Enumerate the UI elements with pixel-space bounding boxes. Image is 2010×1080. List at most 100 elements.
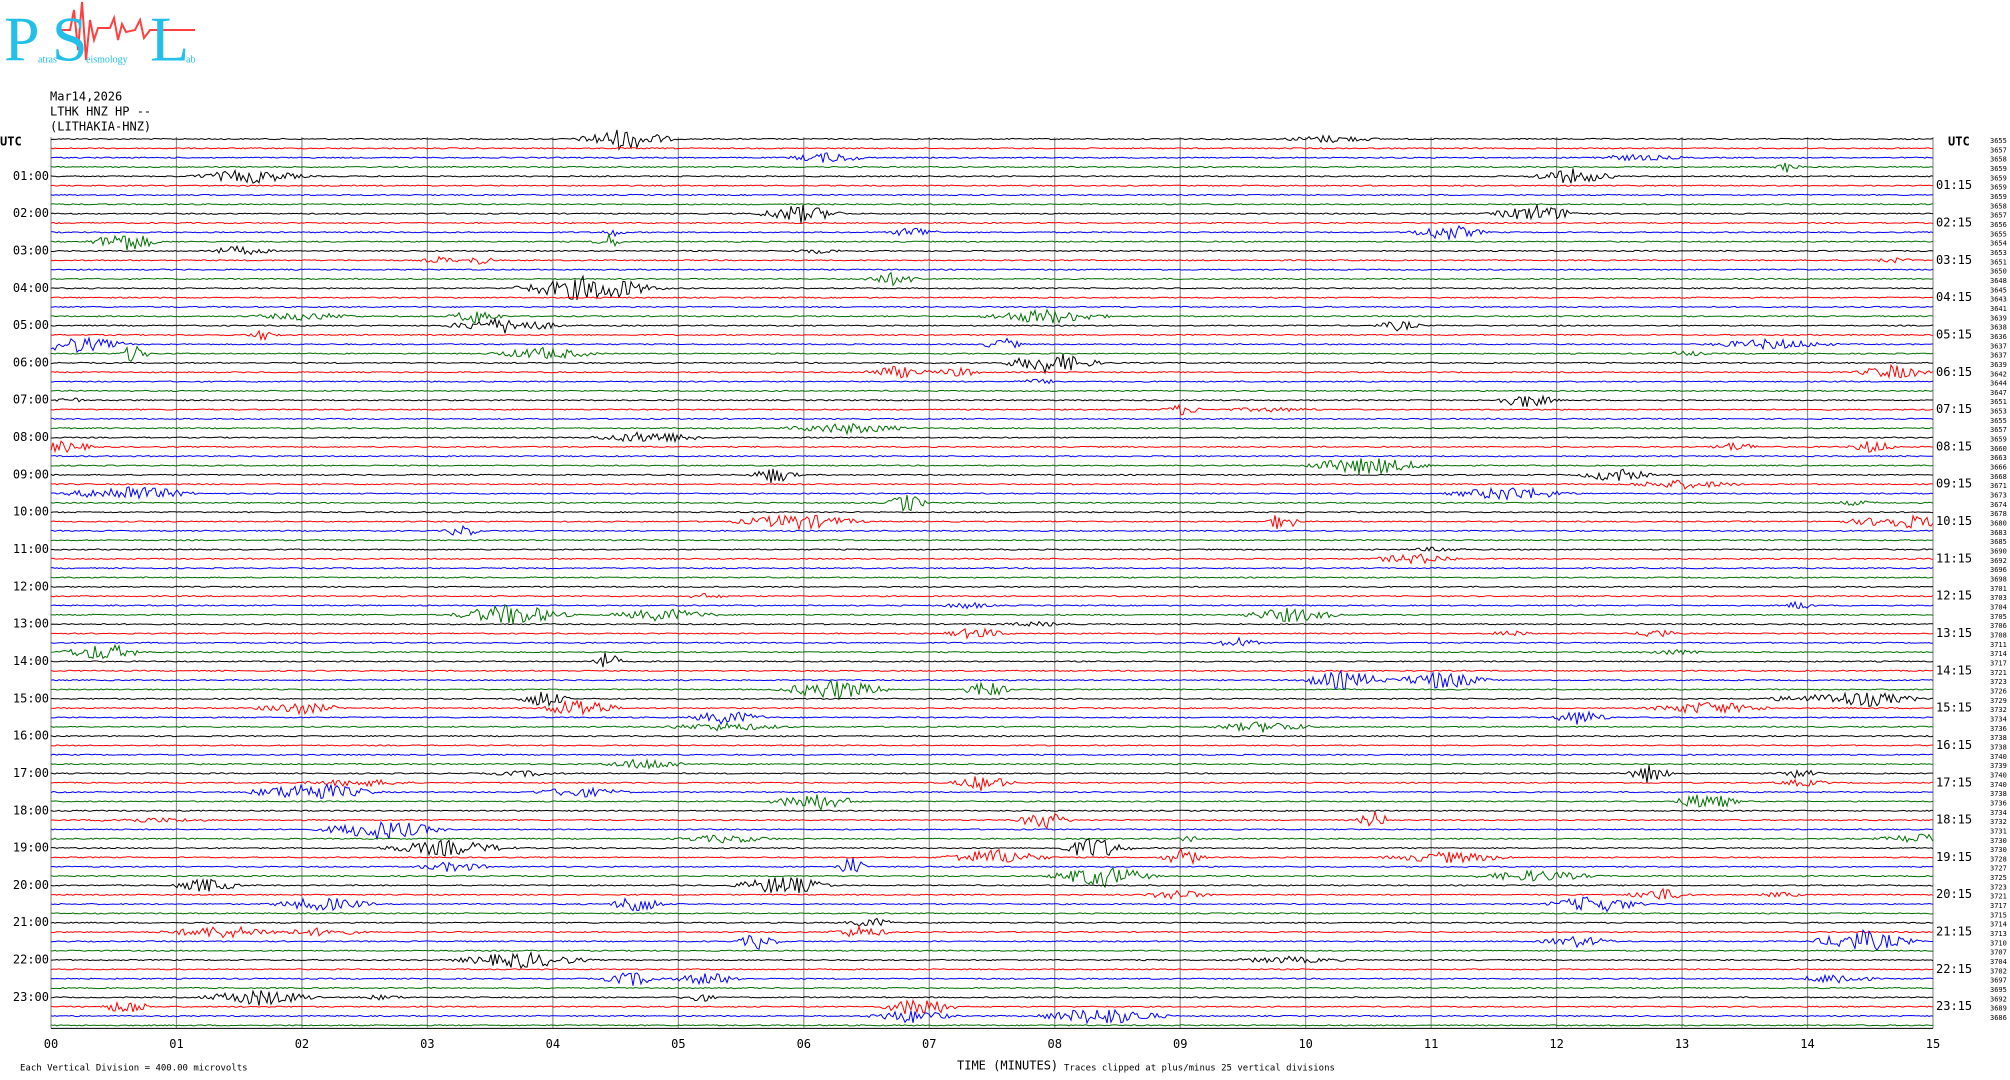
left-time-label: 20:00: [13, 878, 49, 892]
row-value: 3738: [1990, 743, 2007, 751]
trace: [51, 245, 1934, 256]
right-time-label: 15:15: [1936, 701, 1972, 715]
row-value: 3702: [1990, 967, 2007, 975]
row-value: 3714: [1990, 650, 2007, 658]
trace: [50, 394, 1933, 407]
row-value: 3643: [1990, 296, 2007, 304]
row-value: 3689: [1990, 1005, 2007, 1013]
trace: [50, 378, 1934, 385]
trace: [50, 776, 1934, 791]
row-value: 3642: [1990, 370, 2007, 378]
row-value: 3692: [1990, 995, 2007, 1003]
x-tick-label: 07: [922, 1037, 936, 1051]
trace: [50, 553, 1934, 565]
x-tick-label: 09: [1173, 1037, 1187, 1051]
trace: [50, 753, 1934, 756]
row-value: 3708: [1990, 631, 2007, 639]
x-tick-label: 11: [1424, 1037, 1438, 1051]
row-value: 3728: [1990, 855, 2007, 863]
left-time-label: 02:00: [13, 206, 49, 220]
left-time-label: 23:00: [13, 990, 49, 1004]
row-value: 3695: [1990, 986, 2007, 994]
trace: [50, 363, 1934, 380]
trace: [50, 669, 1934, 672]
trace: [50, 458, 1934, 475]
row-value: 3710: [1990, 939, 2007, 947]
row-value: 3740: [1990, 753, 2007, 761]
trace: [50, 1024, 1934, 1027]
trace: [50, 876, 1934, 894]
row-value: 3659: [1990, 165, 2007, 173]
row-value: 3736: [1990, 725, 2007, 733]
row-value: 3673: [1990, 492, 2007, 500]
right-time-label: 06:15: [1936, 365, 1972, 379]
row-value: 3731: [1990, 827, 2007, 835]
x-tick-label: 05: [671, 1037, 685, 1051]
trace: [50, 643, 1933, 660]
trace: [50, 274, 1934, 301]
trace: [50, 585, 1934, 588]
trace: [50, 162, 1934, 173]
trace: [50, 513, 1934, 532]
row-value: 3739: [1990, 762, 2007, 770]
row-value: 3711: [1990, 641, 2007, 649]
trace: [50, 721, 1934, 733]
trace: [50, 972, 1934, 986]
row-value: 3658: [1990, 202, 2007, 210]
trace: [50, 440, 1934, 454]
trace: [51, 345, 1934, 362]
row-value: 3659: [1990, 174, 2007, 182]
trace: [50, 924, 1934, 939]
right-time-label: 05:15: [1936, 327, 1972, 341]
x-tick-label: 00: [44, 1037, 58, 1051]
trace: [50, 679, 1934, 701]
trace: [50, 203, 1934, 206]
right-time-label: 11:15: [1936, 551, 1972, 565]
trace: [50, 422, 1934, 436]
trace: [50, 511, 1934, 514]
clip-note: Traces clipped at plus/minus 25 vertical…: [1064, 1064, 1335, 1074]
trace: [50, 403, 1934, 416]
row-value: 3653: [1990, 408, 2007, 416]
trace: [50, 296, 1934, 299]
left-time-label: 21:00: [13, 915, 49, 929]
row-value: 3713: [1990, 930, 2007, 938]
trace: [50, 567, 1934, 570]
trace: [50, 329, 1934, 342]
trace: [50, 546, 1934, 552]
right-time-label: 01:15: [1936, 178, 1972, 192]
logo: P S L atras eismology ab: [4, 1, 195, 75]
header-line: Mar14,2026: [50, 90, 122, 104]
trace: [50, 896, 1934, 913]
row-value: 3655: [1990, 230, 2007, 238]
trace: [50, 184, 1934, 187]
trace: [50, 479, 1934, 490]
row-value: 3666: [1990, 464, 2007, 472]
left-time-label: 13:00: [13, 617, 49, 631]
trace: [50, 758, 1933, 770]
trace: [50, 989, 1934, 1006]
left-time-label: 03:00: [13, 243, 49, 257]
trace: [50, 203, 1934, 224]
left-time-label: 22:00: [13, 953, 49, 967]
trace: [51, 847, 1934, 866]
row-value: 3638: [1990, 324, 2007, 332]
trace: [50, 129, 1934, 151]
row-value: 3727: [1990, 865, 2007, 873]
x-tick-label: 08: [1048, 1037, 1062, 1051]
row-value: 3648: [1990, 277, 2007, 285]
left-timezone: UTC: [0, 135, 22, 149]
row-value: 3726: [1990, 687, 2007, 695]
trace: [50, 308, 1934, 324]
x-tick-label: 13: [1675, 1037, 1689, 1051]
row-value: 3678: [1990, 510, 2007, 518]
left-time-label: 07:00: [13, 393, 49, 407]
right-time-label: 21:15: [1936, 925, 1972, 939]
row-value: 3730: [1990, 846, 2007, 854]
logo-word: eismology: [86, 54, 128, 65]
left-time-label: 11:00: [13, 542, 49, 556]
right-time-label: 03:15: [1936, 253, 1972, 267]
right-time-label: 18:15: [1936, 813, 1972, 827]
trace: [50, 600, 1934, 610]
